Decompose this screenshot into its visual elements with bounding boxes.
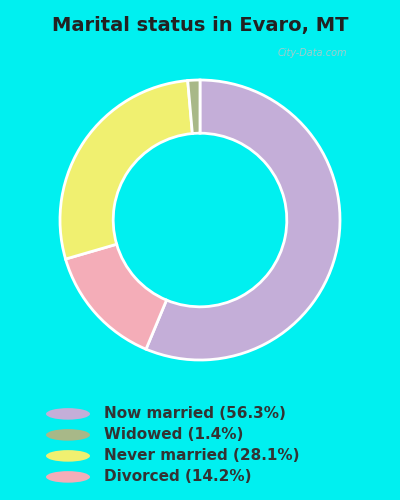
Circle shape: [46, 450, 90, 462]
Wedge shape: [188, 80, 200, 134]
Circle shape: [46, 429, 90, 440]
Text: City-Data.com: City-Data.com: [277, 48, 347, 58]
Wedge shape: [60, 80, 192, 259]
Wedge shape: [66, 244, 166, 349]
Text: Divorced (14.2%): Divorced (14.2%): [104, 470, 252, 484]
Text: Now married (56.3%): Now married (56.3%): [104, 406, 286, 422]
Wedge shape: [146, 80, 340, 360]
Text: Marital status in Evaro, MT: Marital status in Evaro, MT: [52, 16, 348, 35]
Circle shape: [46, 408, 90, 420]
Text: Widowed (1.4%): Widowed (1.4%): [104, 428, 243, 442]
Text: Never married (28.1%): Never married (28.1%): [104, 448, 300, 464]
Circle shape: [46, 471, 90, 482]
